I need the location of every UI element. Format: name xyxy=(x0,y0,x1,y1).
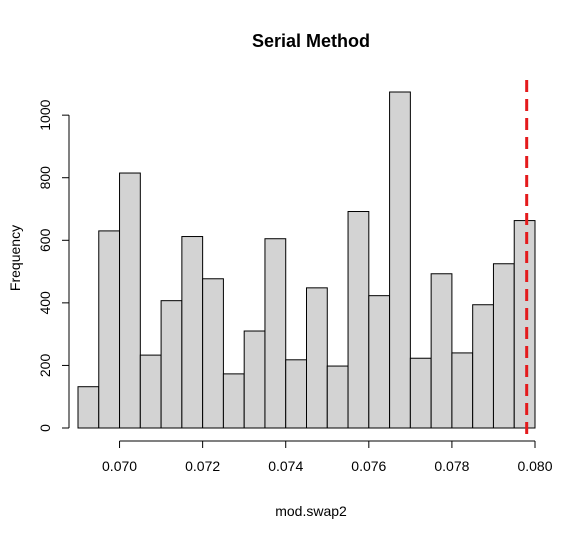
x-tick-label: 0.072 xyxy=(185,458,220,474)
y-tick-label: 600 xyxy=(37,228,53,252)
histogram-bar xyxy=(326,365,349,429)
y-tick-label: 0 xyxy=(37,424,53,432)
histogram-bar xyxy=(513,220,536,429)
histogram-bar xyxy=(222,373,245,429)
histogram-bar xyxy=(181,236,204,429)
bars-group xyxy=(77,91,536,429)
histogram-bar xyxy=(368,295,391,429)
histogram-bar xyxy=(306,287,328,429)
x-tick-label: 0.076 xyxy=(351,458,386,474)
histogram-bar xyxy=(98,230,121,429)
y-tick-label: 800 xyxy=(37,166,53,190)
y-tick-label: 400 xyxy=(37,291,53,315)
histogram-bar xyxy=(472,304,494,429)
chart-title: Serial Method xyxy=(252,31,370,51)
x-tick-label: 0.080 xyxy=(517,458,552,474)
histogram-bar xyxy=(347,211,370,429)
y-axis-label: Frequency xyxy=(7,225,23,291)
histogram-bar xyxy=(77,386,100,429)
histogram-bar xyxy=(139,354,162,429)
y-tick-label: 200 xyxy=(37,354,53,378)
x-tick-label: 0.070 xyxy=(102,458,137,474)
x-axis-label: mod.swap2 xyxy=(275,503,347,519)
histogram-bar xyxy=(264,238,287,429)
histogram-bar xyxy=(285,359,307,429)
histogram-bar xyxy=(492,263,515,429)
x-axis: 0.070 0.072 0.074 0.076 0.078 0.080 xyxy=(102,440,553,474)
histogram-bar xyxy=(389,91,411,429)
y-tick-label: 1000 xyxy=(37,99,53,130)
histogram-bar xyxy=(243,330,266,429)
histogram-bar xyxy=(451,352,474,429)
histogram-bar xyxy=(430,273,453,429)
histogram-bar xyxy=(160,300,183,429)
histogram-bar xyxy=(119,172,141,429)
histogram-bar xyxy=(409,357,432,429)
y-axis: 0 200 400 600 800 1000 xyxy=(37,99,70,432)
histogram-bar xyxy=(202,278,224,429)
x-tick-label: 0.074 xyxy=(268,458,303,474)
x-tick-label: 0.078 xyxy=(434,458,469,474)
